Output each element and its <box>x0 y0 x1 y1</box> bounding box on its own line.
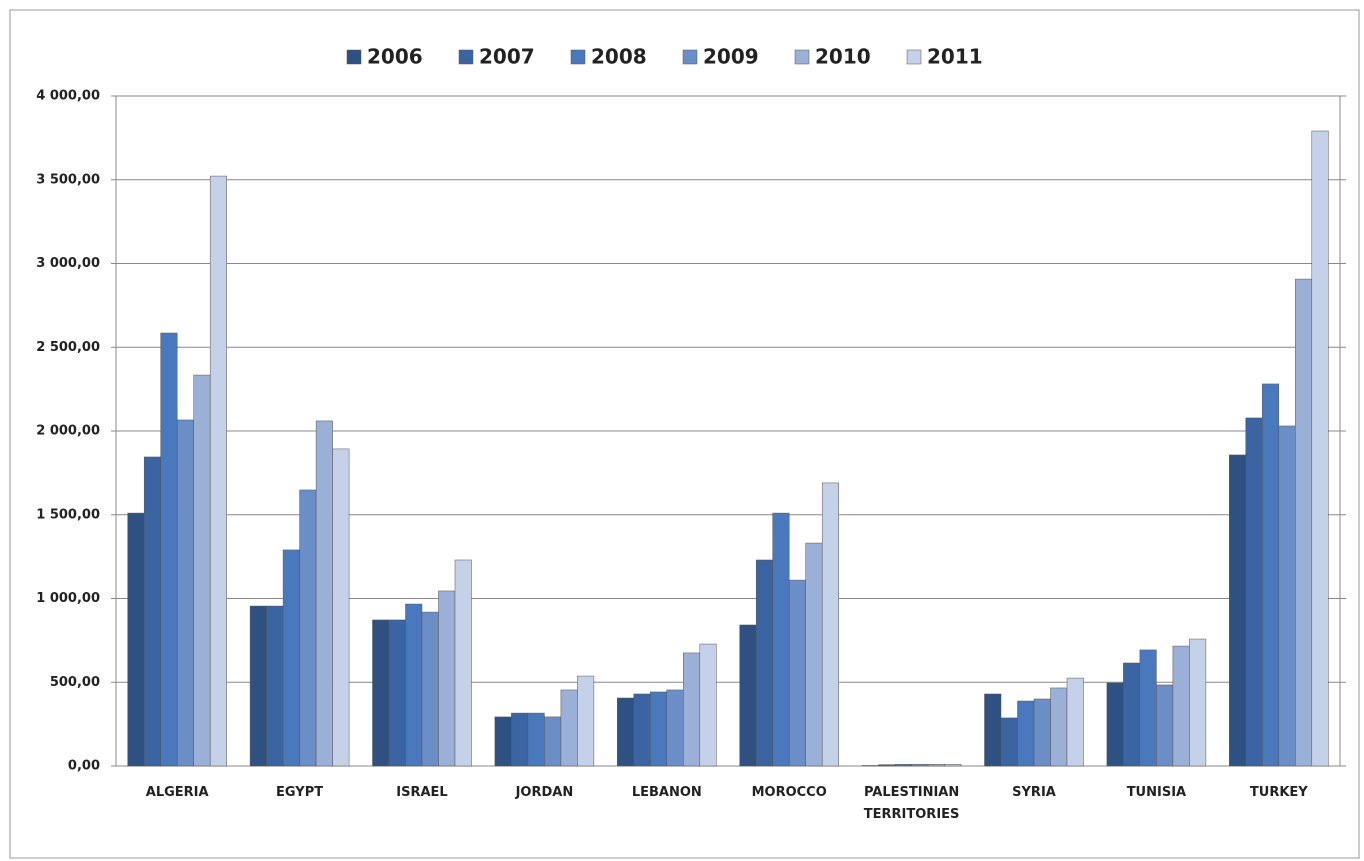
x-tick-label: PALESTINIAN TERRITORIES <box>863 785 960 822</box>
bar <box>1033 698 1051 767</box>
x-tick-label: LEBANON <box>631 785 702 800</box>
bar <box>299 489 317 767</box>
bar <box>772 512 790 767</box>
bar <box>1295 278 1313 767</box>
legend-swatch <box>458 49 474 65</box>
bar <box>388 619 406 767</box>
bar <box>421 611 439 767</box>
bar <box>1156 684 1174 767</box>
x-tick-label: ALGERIA <box>145 785 209 800</box>
x-tick-label: TURKEY <box>1249 785 1308 800</box>
bar <box>266 605 284 767</box>
bar <box>143 456 161 767</box>
x-tick-label: SYRIA <box>1012 785 1056 800</box>
y-tick-label: 2 500,00 <box>36 340 100 355</box>
bar <box>454 559 472 767</box>
bar <box>944 764 962 767</box>
legend-swatch <box>570 49 586 65</box>
bar <box>650 691 668 767</box>
bar <box>193 374 211 767</box>
bar <box>209 175 227 767</box>
bar <box>527 712 545 767</box>
bar <box>1123 662 1141 767</box>
y-tick-label: 3 000,00 <box>36 256 100 271</box>
bar <box>805 542 823 767</box>
legend-label: 2010 <box>815 45 871 69</box>
y-tick-label: 2 000,00 <box>36 424 100 439</box>
bar <box>160 332 178 767</box>
bar <box>282 549 300 767</box>
y-tick-label: 0,00 <box>68 759 100 774</box>
bar <box>1262 383 1280 767</box>
bar <box>1189 638 1207 767</box>
legend-swatch <box>682 49 698 65</box>
bar <box>911 764 929 767</box>
bar <box>1000 717 1018 767</box>
bar <box>1278 425 1296 767</box>
legend-swatch <box>906 49 922 65</box>
legend-label: 2009 <box>703 45 759 69</box>
bar <box>332 448 350 767</box>
legend-label: 2007 <box>479 45 535 69</box>
bar <box>1229 454 1247 767</box>
bar <box>1172 645 1190 767</box>
bar <box>494 716 512 767</box>
bar <box>699 643 717 767</box>
bar <box>315 420 333 767</box>
bar <box>984 693 1002 767</box>
bar <box>927 764 945 767</box>
x-tick-label: TUNISIA <box>1126 785 1187 800</box>
bar <box>617 697 635 767</box>
legend-label: 2006 <box>367 45 423 69</box>
bar <box>511 712 529 767</box>
x-tick-label: ISRAEL <box>396 785 448 800</box>
bar <box>633 693 651 767</box>
y-tick-label: 1 000,00 <box>36 591 100 606</box>
bar <box>894 764 912 767</box>
bar <box>1139 649 1157 767</box>
bar <box>560 689 578 767</box>
bar <box>788 579 806 767</box>
bar <box>176 419 194 767</box>
x-tick-label: EGYPT <box>276 785 324 800</box>
bar <box>683 652 701 767</box>
legend-swatch <box>794 49 810 65</box>
legend-swatch <box>346 49 362 65</box>
bar <box>405 603 423 767</box>
bar <box>739 624 757 767</box>
y-tick-label: 1 500,00 <box>36 507 100 522</box>
bar <box>544 716 562 767</box>
bar <box>666 689 684 767</box>
bar <box>861 765 879 767</box>
bar <box>577 675 595 767</box>
legend-label: 2008 <box>591 45 647 69</box>
x-tick-label: JORDAN <box>515 785 574 800</box>
bar <box>1311 130 1329 767</box>
bar <box>127 512 145 767</box>
bar <box>1050 687 1068 767</box>
y-tick-label: 3 500,00 <box>36 172 100 187</box>
bar <box>438 590 456 767</box>
bar <box>1066 677 1084 767</box>
legend-label: 2011 <box>927 45 983 69</box>
bar <box>1106 682 1124 767</box>
y-tick-label: 4 000,00 <box>36 89 100 104</box>
bar <box>1017 700 1035 767</box>
bar <box>249 605 267 767</box>
x-tick-label: MOROCCO <box>751 785 827 800</box>
y-tick-label: 500,00 <box>50 675 100 690</box>
bar <box>372 619 390 767</box>
bar <box>1245 417 1263 767</box>
bar <box>878 764 896 767</box>
bar <box>755 559 773 767</box>
bar <box>821 482 839 767</box>
